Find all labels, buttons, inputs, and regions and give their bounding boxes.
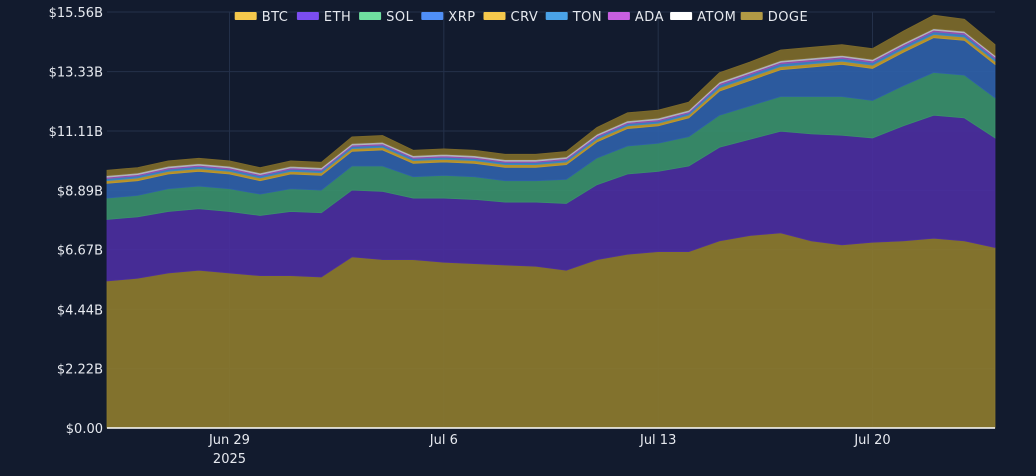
legend-swatch: [545, 12, 568, 20]
legend-swatch: [483, 12, 506, 20]
y-tick-label: $6.67B: [57, 244, 103, 259]
legend-label: BTC: [262, 10, 289, 25]
legend-swatch: [421, 12, 444, 20]
y-tick-label: $4.44B: [57, 303, 103, 318]
x-tick-label: Jun 29: [208, 433, 250, 448]
legend-swatch: [670, 12, 693, 20]
legend-label: CRV: [511, 10, 539, 25]
legend-swatch: [234, 12, 257, 20]
x-tick-label: Jul 6: [429, 433, 458, 448]
legend-label: ADA: [635, 10, 664, 25]
legend-swatch: [740, 12, 763, 20]
legend-item-doge[interactable]: DOGE: [740, 10, 809, 25]
legend-item-eth[interactable]: ETH: [296, 10, 351, 25]
legend-label: ATOM: [697, 10, 736, 25]
legend-item-ada[interactable]: ADA: [607, 10, 664, 25]
y-tick-label: $11.11B: [49, 125, 103, 140]
legend-item-ton[interactable]: TON: [545, 10, 602, 25]
legend-label: TON: [572, 10, 602, 25]
legend-label: ETH: [324, 10, 351, 25]
area-series-btc: [106, 14, 996, 177]
legend-swatch: [296, 12, 319, 20]
y-tick-label: $13.33B: [49, 66, 103, 81]
y-tick-label: $0.00: [66, 422, 103, 437]
legend[interactable]: BTC ETH SOL XRP CRV TON ADA ATOM DOGE: [234, 10, 809, 25]
legend-item-xrp[interactable]: XRP: [421, 10, 475, 25]
area-series-group: [106, 14, 996, 429]
legend-item-sol[interactable]: SOL: [359, 10, 413, 25]
y-tick-label: $8.89B: [57, 184, 103, 199]
x-tick-sublabel: 2025: [213, 452, 246, 467]
legend-label: DOGE: [768, 10, 809, 25]
legend-label: SOL: [386, 10, 413, 25]
x-tick-label: Jul 20: [853, 433, 890, 448]
y-tick-label: $2.22B: [57, 363, 103, 378]
axes: $0.00 $2.22B $4.44B $6.67B $8.89B $11.11B $13.…: [49, 6, 995, 467]
x-tick-label: Jul 13: [639, 433, 676, 448]
legend-swatch: [607, 12, 630, 20]
legend-item-crv[interactable]: CRV: [483, 10, 539, 25]
legend-item-btc[interactable]: BTC: [234, 10, 289, 25]
y-tick-label: $15.56B: [49, 6, 103, 21]
legend-label: XRP: [448, 10, 475, 25]
legend-swatch: [359, 12, 382, 20]
legend-item-atom[interactable]: ATOM: [670, 10, 736, 25]
